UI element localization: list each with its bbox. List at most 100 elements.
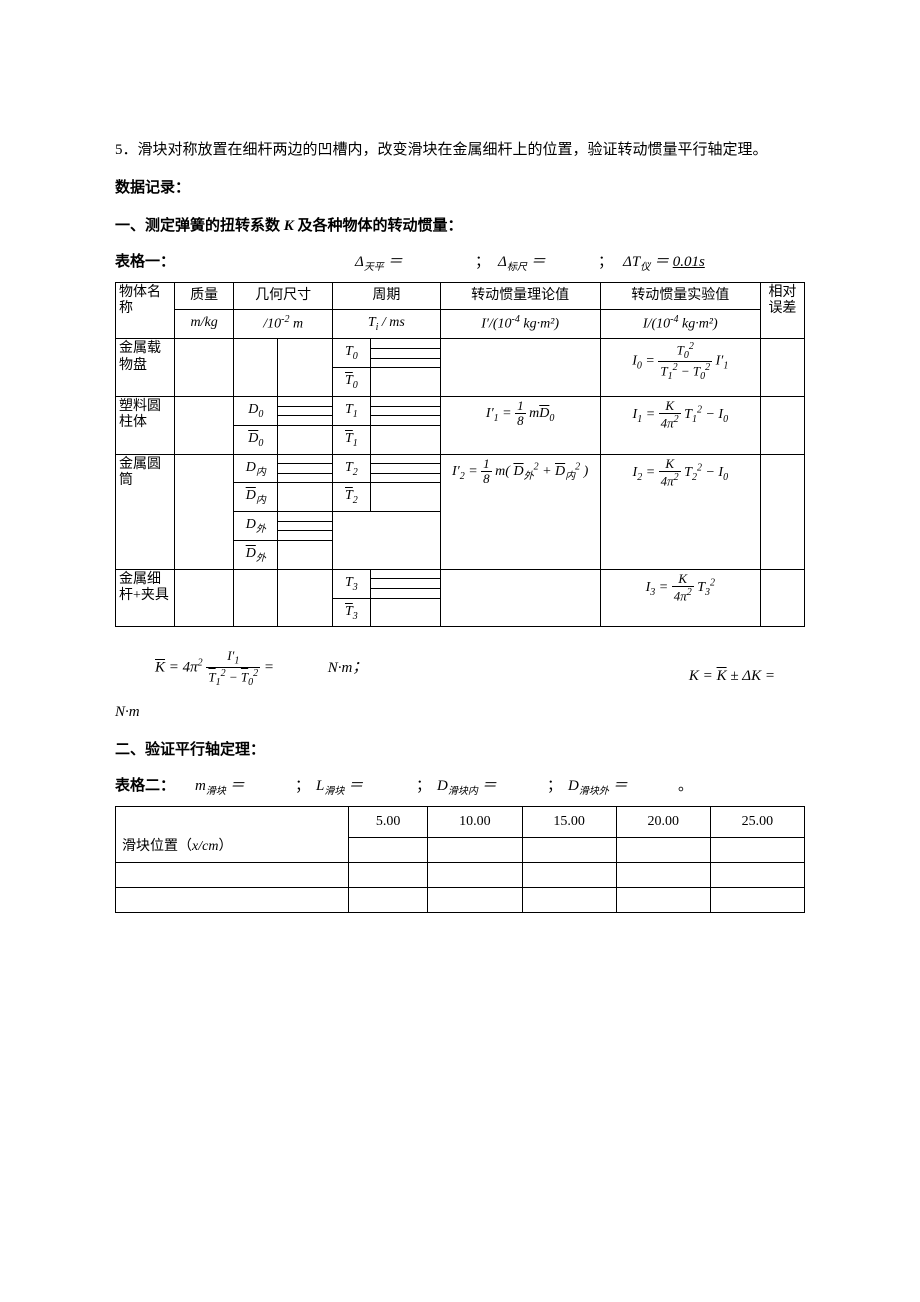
dout-slider: D滑块外 ＝ [568,774,678,800]
r3-per-empty [333,512,440,570]
r1-dim-a [234,339,278,397]
r3-d1 [278,454,333,464]
r3-ex: I2 = K4π2 T22 − I0 [600,454,760,569]
section-two-heading: 二、验证平行轴定理： [115,738,805,762]
t2-r3c1 [349,863,428,888]
r1-name: 金属载物盘 [116,339,175,397]
r2-d4 [278,425,333,454]
r3-T2: T2 [333,454,371,483]
l-slider: L滑块 ＝ [316,774,416,800]
r1-p4 [370,368,440,397]
r2-T1bar: T1 [333,425,371,454]
r3-p3 [370,473,440,483]
r3-name: 金属圆筒 [116,454,175,569]
hdr-exp-unit: I/(10-4 kg·m²) [600,310,760,339]
r4-th [440,569,600,627]
r2-D0bar: D0 [234,425,278,454]
m-slider: m滑块 ＝ [195,774,295,800]
r1-dim-b [278,339,333,397]
r2-p4 [370,425,440,454]
r1-p2 [370,349,440,359]
r2-d3 [278,416,333,426]
t2-r3c5 [710,863,804,888]
r4-p2 [370,579,440,589]
hdr-mass-unit: m/kg [175,310,234,339]
table2-label: 表格二： [115,774,195,798]
hdr-dim-unit: /10-2 m [234,310,333,339]
t2-r2c3 [522,838,616,863]
t2-r4label [116,888,349,913]
r3-d6 [278,521,333,531]
delta-tianping: Δ天平 ＝ [355,250,475,276]
hdr-dim: 几何尺寸 [234,283,333,310]
section-one-heading: 一、测定弹簧的扭转系数 K 及各种物体的转动惯量： [115,214,805,238]
r4-T3: T3 [333,569,371,598]
r3-Doutbar: D外 [234,541,278,570]
t2-r4c4 [616,888,710,913]
r4-mass [175,569,234,627]
r4-name: 金属细杆+夹具 [116,569,175,627]
r3-Din: D内 [234,454,278,483]
r3-d4 [278,483,333,512]
din-slider: D滑块内 ＝ [437,774,547,800]
hdr-err: 相对误差 [760,283,804,339]
r2-D0: D0 [234,397,278,426]
r4-dim-b [278,569,333,627]
hdr-period: 周期 [333,283,440,310]
t2-rowlabel: 滑块位置（x/cm） [116,806,349,862]
r3-p4 [370,483,440,512]
r3-err [760,454,804,569]
r2-name: 塑料圆柱体 [116,397,175,455]
k-result: K = K ± ΔK = [689,664,775,688]
t2-r2c5 [710,838,804,863]
table1-caption-line: 表格一： Δ天平 ＝ ； Δ标尺 ＝ ； ΔT仪 ＝ 0.01s [115,250,805,276]
t2-r2c2 [428,838,522,863]
r4-T3bar: T3 [333,598,371,627]
r3-p1 [370,454,440,464]
r3-d3 [278,473,333,483]
r3-d2 [278,464,333,474]
r2-p3 [370,416,440,426]
hdr-mass: 质量 [175,283,234,310]
t2-r3label [116,863,349,888]
table1-label: 表格一： [115,250,355,274]
hdr-name: 物体名称 [116,283,175,339]
r2-d1 [278,397,333,407]
r1-T0bar: T0 [333,368,371,397]
t2-r3c4 [616,863,710,888]
r2-d2 [278,406,333,416]
r4-p3 [370,589,440,599]
t2-c5: 25.00 [710,806,804,837]
t2-c2: 10.00 [428,806,522,837]
nm-unit: N·m [115,700,805,724]
t2-r4c1 [349,888,428,913]
r3-p2 [370,464,440,474]
r1-err [760,339,804,397]
kbar-formula: K = 4π2 I′1 T12 − T02 = N·m； [155,649,367,688]
hdr-exp: 转动惯量实验值 [600,283,760,310]
r1-p1 [370,339,440,349]
t2-r3c3 [522,863,616,888]
r3-d8 [278,541,333,570]
r3-d5 [278,512,333,522]
r3-d7 [278,531,333,541]
t2-r4c2 [428,888,522,913]
r4-dim-a [234,569,278,627]
t2-r4c5 [710,888,804,913]
hdr-theory-unit: I′/(10-4 kg·m²) [440,310,600,339]
r2-mass [175,397,234,455]
t2-c4: 20.00 [616,806,710,837]
delta-t: ΔT仪 ＝ 0.01s [623,250,705,276]
hdr-theory: 转动惯量理论值 [440,283,600,310]
r3-mass [175,454,234,569]
r1-ex: I0 = T02T12 − T02 I′1 [600,339,760,397]
r1-mass [175,339,234,397]
r1-T0: T0 [333,339,371,368]
r2-p1 [370,397,440,407]
hdr-period-unit: Ti / ms [333,310,440,339]
t2-r4c3 [522,888,616,913]
r2-err [760,397,804,455]
r3-Dinbar: D内 [234,483,278,512]
r3-Dout: D外 [234,512,278,541]
t2-c1: 5.00 [349,806,428,837]
